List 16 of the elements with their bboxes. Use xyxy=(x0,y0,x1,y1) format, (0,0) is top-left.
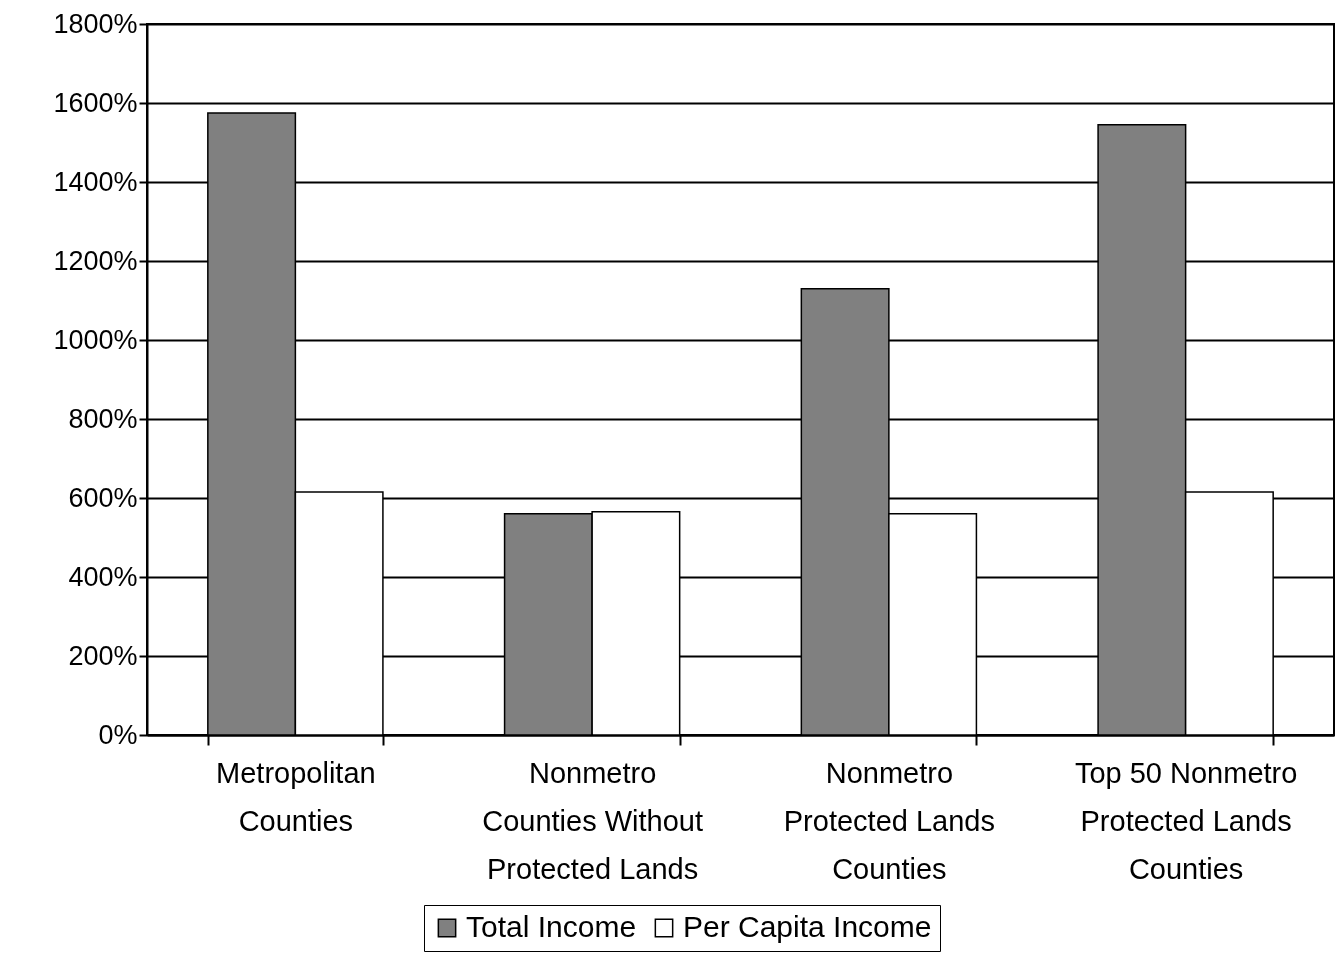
y-tick-label: 1200% xyxy=(53,245,138,276)
y-tick-label: 600% xyxy=(68,482,138,513)
x-tick-label: Top 50 Nonmetro Protected Lands Counties xyxy=(1074,756,1298,885)
y-tick-label: 0% xyxy=(98,719,138,750)
legend-label: Total Income xyxy=(466,910,637,943)
y-tick-label: 1600% xyxy=(53,87,138,118)
legend-label: Per Capita Income xyxy=(683,910,932,943)
x-tick-label: Nonmetro Counties Without Protected Lands xyxy=(482,756,704,885)
y-tick-label: 400% xyxy=(68,561,138,592)
y-tick-label: 200% xyxy=(68,640,138,671)
x-tick-label: Metropolitan Counties xyxy=(216,756,376,837)
y-tick-label: 1000% xyxy=(53,324,138,355)
x-tick-label: Nonmetro Protected Lands Counties xyxy=(783,756,995,885)
y-tick-label: 1800% xyxy=(53,8,138,39)
y-tick-label: 800% xyxy=(68,403,138,434)
y-tick-label: 1400% xyxy=(53,166,138,197)
